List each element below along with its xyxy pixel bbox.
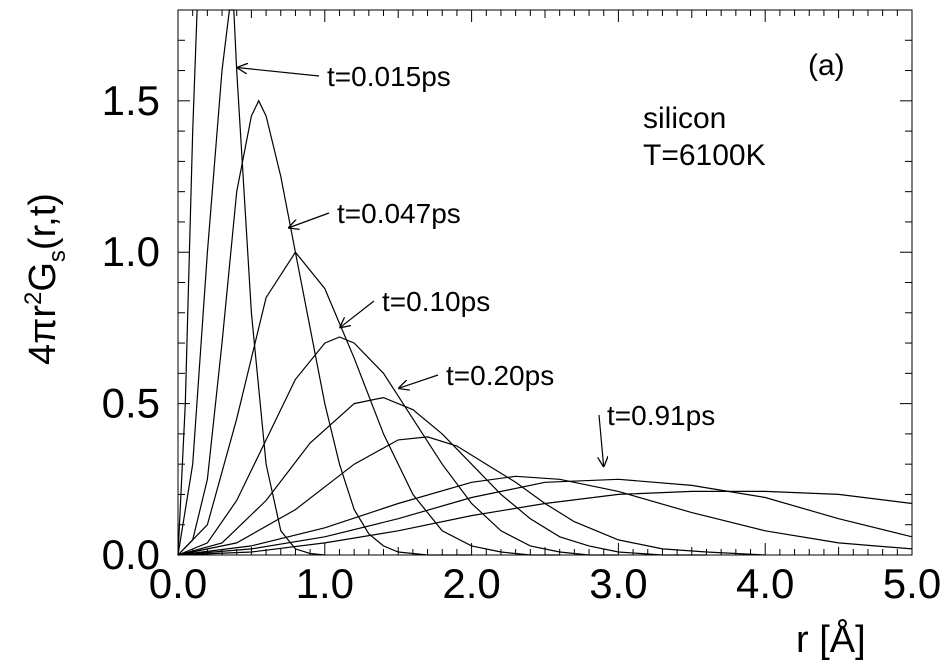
y-label-mid: G (22, 262, 64, 292)
y-tick-labels: 0.0 0.5 1.0 1.5 (102, 77, 160, 578)
series-line-4 (177, 251, 560, 556)
x-tick-label: 3.0 (589, 560, 647, 607)
y-label-sup: 2 (20, 292, 47, 305)
x-tick-label: 4.0 (736, 560, 794, 607)
y-axis-label: 4πr2Gs(r,t) (20, 193, 71, 365)
y-tick-label: 1.0 (102, 228, 160, 275)
x-tick-label: 0.0 (149, 560, 207, 607)
annotation-label: t=0.10ps (382, 286, 490, 317)
y-label-base: 4πr (22, 305, 64, 365)
annotation-label: t=0.015ps (327, 61, 451, 92)
annotation-arrow (288, 212, 330, 228)
y-tick-label: 0.5 (102, 380, 160, 427)
y-tick-label: 0.0 (102, 531, 160, 578)
series-line-5 (177, 336, 619, 556)
plot-frame (177, 9, 913, 556)
series-line-7 (177, 436, 766, 556)
y-label-tail: (r,t) (22, 193, 64, 250)
y-tick-label: 1.5 (102, 77, 160, 124)
annotation-arrow (599, 414, 604, 467)
axis-ticks (177, 9, 913, 556)
series-line-2 (177, 9, 325, 556)
temperature-label: T=6100K (643, 139, 766, 172)
material-label: silicon (643, 102, 726, 135)
panel-label: (a) (808, 49, 845, 82)
series-line-1 (177, 9, 198, 556)
annotation-label: t=0.91ps (607, 400, 715, 431)
series-line-8 (177, 475, 913, 556)
annotation-arrow (398, 374, 439, 388)
annotation-label: t=0.047ps (337, 198, 461, 229)
x-tick-label: 1.0 (296, 560, 354, 607)
data-series (177, 9, 913, 556)
series-line-10 (177, 490, 913, 556)
curve-annotations: t=0.015ps t=0.047ps t=0.10ps t=0.20ps t=0.91… (237, 61, 715, 467)
x-tick-label: 5.0 (883, 560, 941, 607)
series-line-9 (177, 478, 913, 556)
annotation-label: t=0.20ps (446, 360, 554, 391)
annotation-arrow (237, 68, 320, 77)
y-label-sub: s (44, 250, 71, 262)
series-line-6 (177, 396, 707, 556)
x-tick-labels: 0.0 1.0 2.0 3.0 4.0 5.0 (149, 560, 941, 607)
x-axis-label: r [Å] (796, 617, 866, 661)
x-tick-label: 2.0 (442, 560, 500, 607)
annotation-arrow (339, 300, 375, 328)
